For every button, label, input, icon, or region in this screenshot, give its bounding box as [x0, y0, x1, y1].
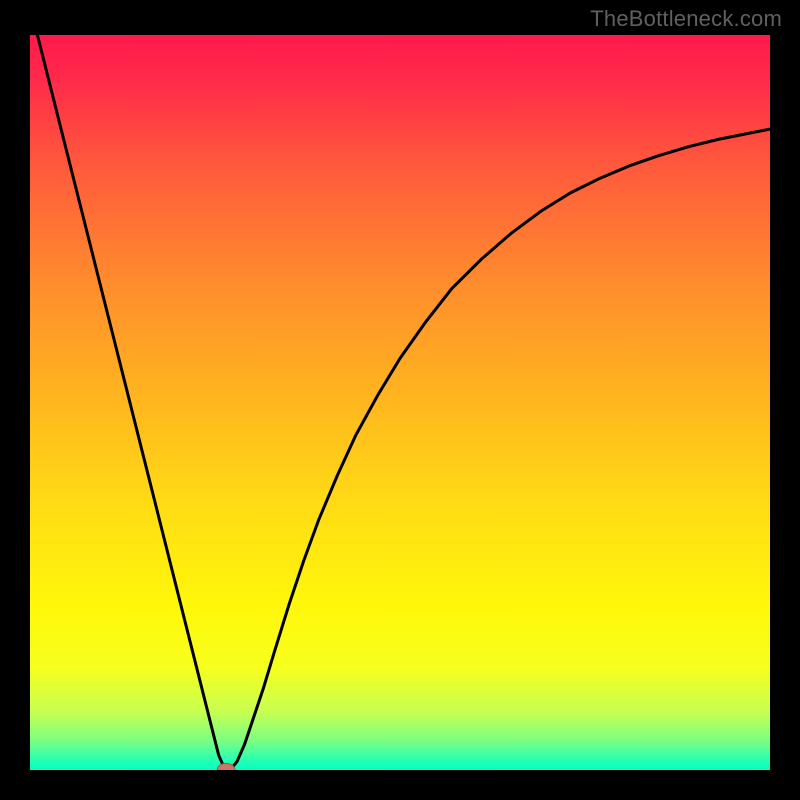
gradient-background — [30, 35, 770, 770]
chart-container: TheBottleneck.com — [0, 0, 800, 800]
plot-area — [30, 35, 770, 770]
watermark-text: TheBottleneck.com — [590, 6, 782, 32]
plot-svg — [30, 35, 770, 770]
